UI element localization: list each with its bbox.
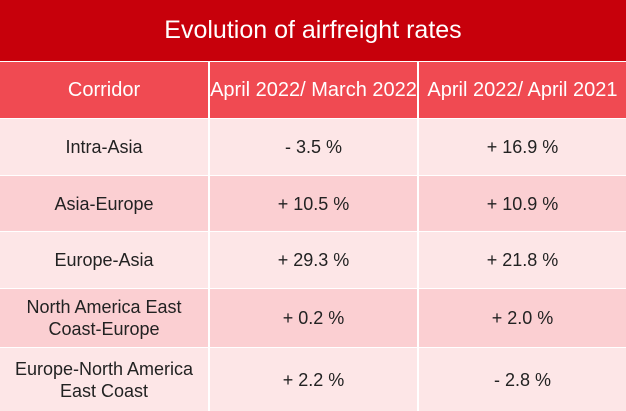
corridor-cell: Europe-North America East Coast <box>14 358 194 401</box>
rate-change-year-cell: - 2.8 % <box>417 348 626 411</box>
rate-change-year-cell: + 10.9 % <box>417 176 626 231</box>
table-title: Evolution of airfreight rates <box>0 0 626 62</box>
table-row: Asia-Europe + 10.5 % + 10.9 % <box>0 175 626 231</box>
header-april-vs-march: April 2022/ March 2022 <box>208 62 417 118</box>
table-row: Intra-Asia - 3.5 % + 16.9 % <box>0 118 626 175</box>
rate-change-month-cell: + 0.2 % <box>208 289 417 347</box>
corridor-cell: Asia-Europe <box>54 193 154 214</box>
header-row: Corridor April 2022/ March 2022 April 20… <box>0 62 626 118</box>
corridor-cell: North America East Coast-Europe <box>26 297 182 339</box>
rate-change-year-cell: + 16.9 % <box>417 119 626 175</box>
table-row: North America East Coast-Europe + 0.2 % … <box>0 288 626 347</box>
table-row: Europe-North America East Coast + 2.2 % … <box>0 347 626 411</box>
rate-change-year-cell: + 2.0 % <box>417 289 626 347</box>
header-april-vs-april: April 2022/ April 2021 <box>417 62 626 118</box>
rate-change-year-cell: + 21.8 % <box>417 232 626 288</box>
rate-change-month-cell: + 29.3 % <box>208 232 417 288</box>
table-row: Europe-Asia + 29.3 % + 21.8 % <box>0 231 626 288</box>
corridor-cell: Europe-Asia <box>54 250 154 270</box>
rate-change-month-cell: - 3.5 % <box>208 119 417 175</box>
rate-change-month-cell: + 10.5 % <box>208 176 417 231</box>
corridor-cell: Intra-Asia <box>65 137 143 157</box>
rate-change-month-cell: + 2.2 % <box>208 348 417 411</box>
table-body: Intra-Asia - 3.5 % + 16.9 % Asia-Europe … <box>0 118 626 411</box>
header-corridor: Corridor <box>67 79 141 101</box>
